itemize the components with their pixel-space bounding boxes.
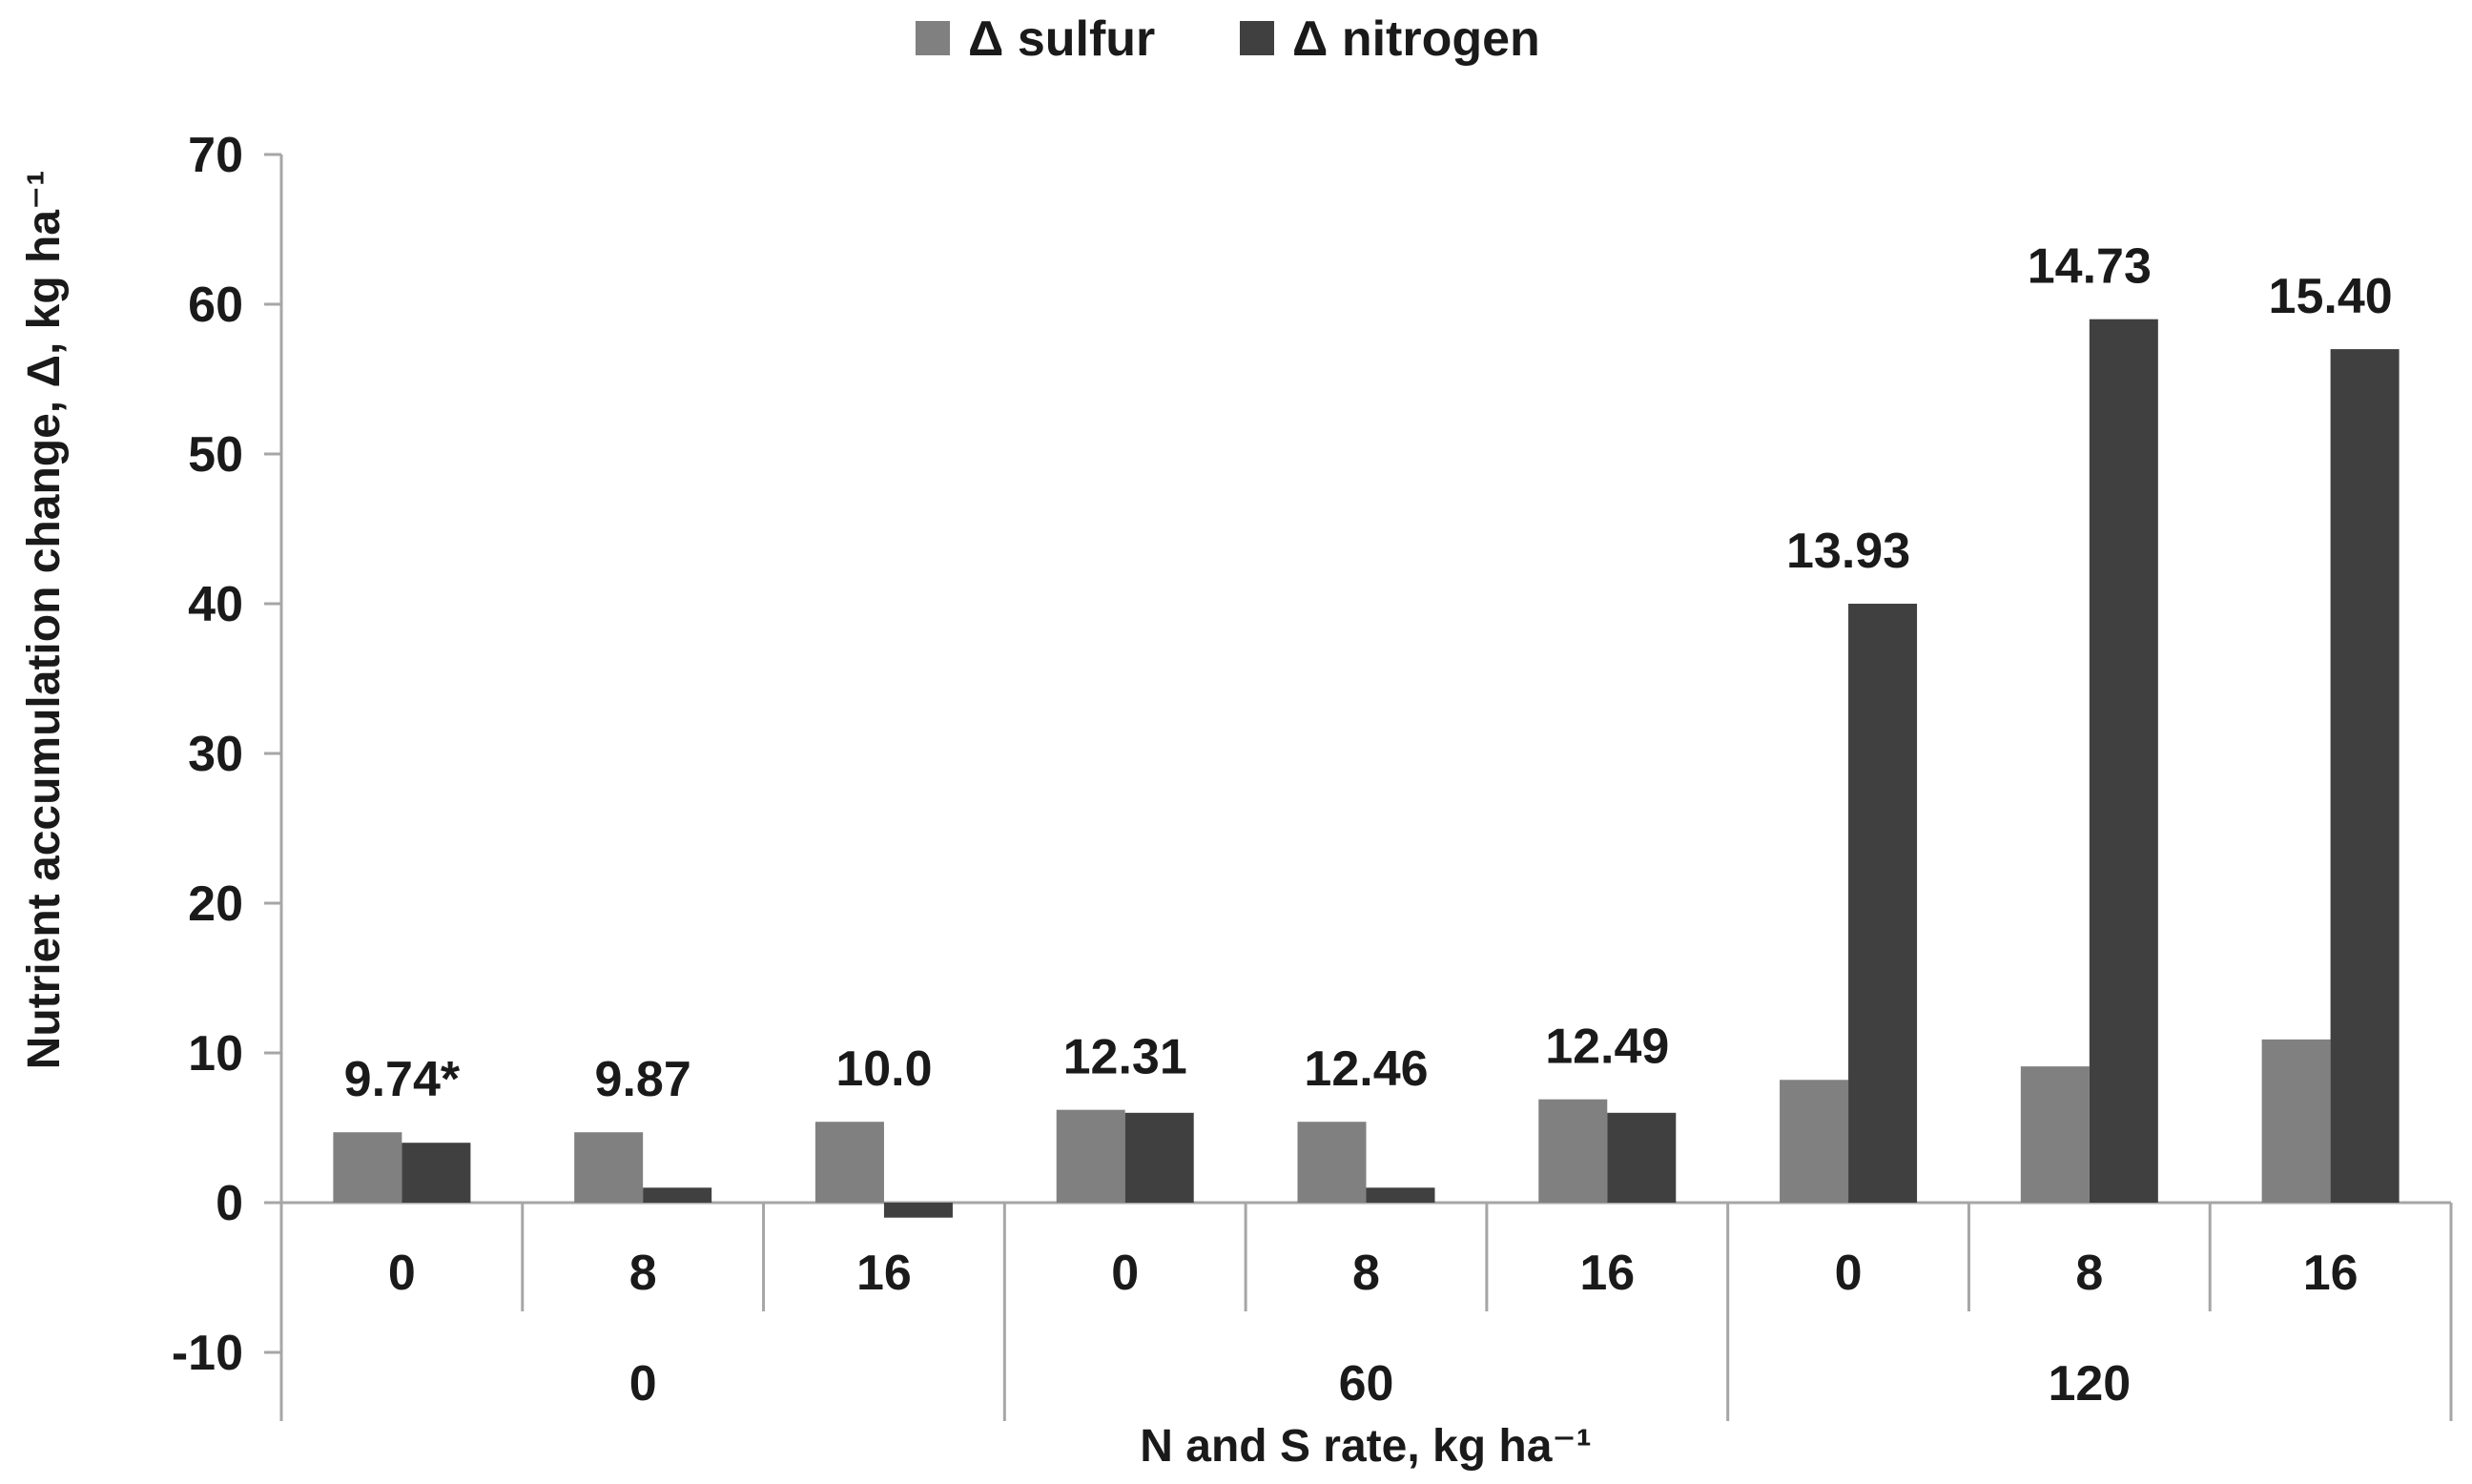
- bar-nitrogen: [883, 1203, 953, 1218]
- data-label: 10.0: [835, 1041, 932, 1097]
- y-tick-label: 30: [188, 727, 243, 782]
- bar-sulfur: [574, 1132, 644, 1203]
- data-label: 12.46: [1304, 1041, 1428, 1097]
- bars: [333, 319, 2400, 1218]
- bar-nitrogen: [1124, 1112, 1194, 1203]
- y-tick-label: 10: [188, 1026, 243, 1082]
- data-label: 9.87: [595, 1052, 691, 1107]
- x-group-label: 60: [1339, 1356, 1394, 1412]
- bar-sulfur: [1538, 1099, 1608, 1203]
- y-axis-title: Nutrient accumulation change, Δ, kg ha⁻¹: [19, 171, 70, 1070]
- bar-nitrogen: [2089, 319, 2158, 1203]
- y-tick-label: 50: [188, 427, 243, 483]
- x-tick-label: 0: [1835, 1246, 1863, 1301]
- x-tick-label: 8: [1352, 1246, 1380, 1301]
- bar-nitrogen: [643, 1187, 712, 1203]
- bar-sulfur: [2261, 1039, 2331, 1203]
- bar-annotations: 9.74* 9.87 10.0 12.31 12.46 12.49 13.93 14.73 15…: [344, 239, 2393, 1108]
- x-axis: 0 8 16 0 0 8 16 60 0 8 16 120: [279, 1201, 2453, 1421]
- bar-nitrogen: [1366, 1187, 1435, 1203]
- x-group-label: 120: [2048, 1356, 2131, 1412]
- bar-nitrogen: [1848, 604, 1918, 1203]
- data-label: 12.31: [1063, 1030, 1187, 1085]
- y-axis: -10 0 10 20 30 40 50 60 70: [172, 128, 283, 1381]
- x-axis-title: N and S rate, kg ha⁻¹: [1140, 1421, 1591, 1472]
- y-tick-label: 40: [188, 577, 243, 632]
- x-tick-label: 8: [2075, 1246, 2103, 1301]
- x-tick-label: 16: [856, 1246, 912, 1301]
- data-label: 9.74*: [344, 1052, 461, 1107]
- bar-sulfur: [1056, 1109, 1125, 1203]
- y-tick-label: 60: [188, 278, 243, 333]
- bar-nitrogen: [402, 1143, 471, 1203]
- legend-label-sulfur: Δ sulfur: [968, 11, 1155, 67]
- bar-sulfur: [1297, 1122, 1367, 1203]
- x-tick-label: 16: [1579, 1246, 1635, 1301]
- x-tick-label: 8: [629, 1246, 657, 1301]
- x-tick-label: 0: [388, 1246, 416, 1301]
- legend-swatch-nitrogen: [1240, 21, 1274, 55]
- data-label: 13.93: [1786, 524, 1910, 579]
- y-tick-label: 20: [188, 876, 243, 932]
- bar-nitrogen: [2330, 349, 2400, 1204]
- data-label: 15.40: [2269, 269, 2393, 324]
- y-tick-label: -10: [172, 1326, 243, 1381]
- x-tick-label: 0: [1111, 1246, 1139, 1301]
- bar-nitrogen: [1607, 1112, 1677, 1203]
- y-tick-label: 70: [188, 128, 243, 183]
- bar-sulfur: [2020, 1066, 2090, 1203]
- bar-sulfur: [814, 1122, 884, 1203]
- data-label: 12.49: [1545, 1020, 1669, 1075]
- y-tick-label: 0: [216, 1176, 243, 1231]
- bar-sulfur: [1780, 1080, 1849, 1203]
- data-label: 14.73: [2028, 239, 2152, 295]
- x-group-label: 0: [629, 1356, 657, 1412]
- legend-label-nitrogen: Δ nitrogen: [1292, 11, 1540, 67]
- legend-swatch-sulfur: [916, 21, 950, 55]
- bar-sulfur: [333, 1132, 402, 1203]
- legend: Δ sulfur Δ nitrogen: [916, 11, 1540, 67]
- x-tick-label: 16: [2303, 1246, 2359, 1301]
